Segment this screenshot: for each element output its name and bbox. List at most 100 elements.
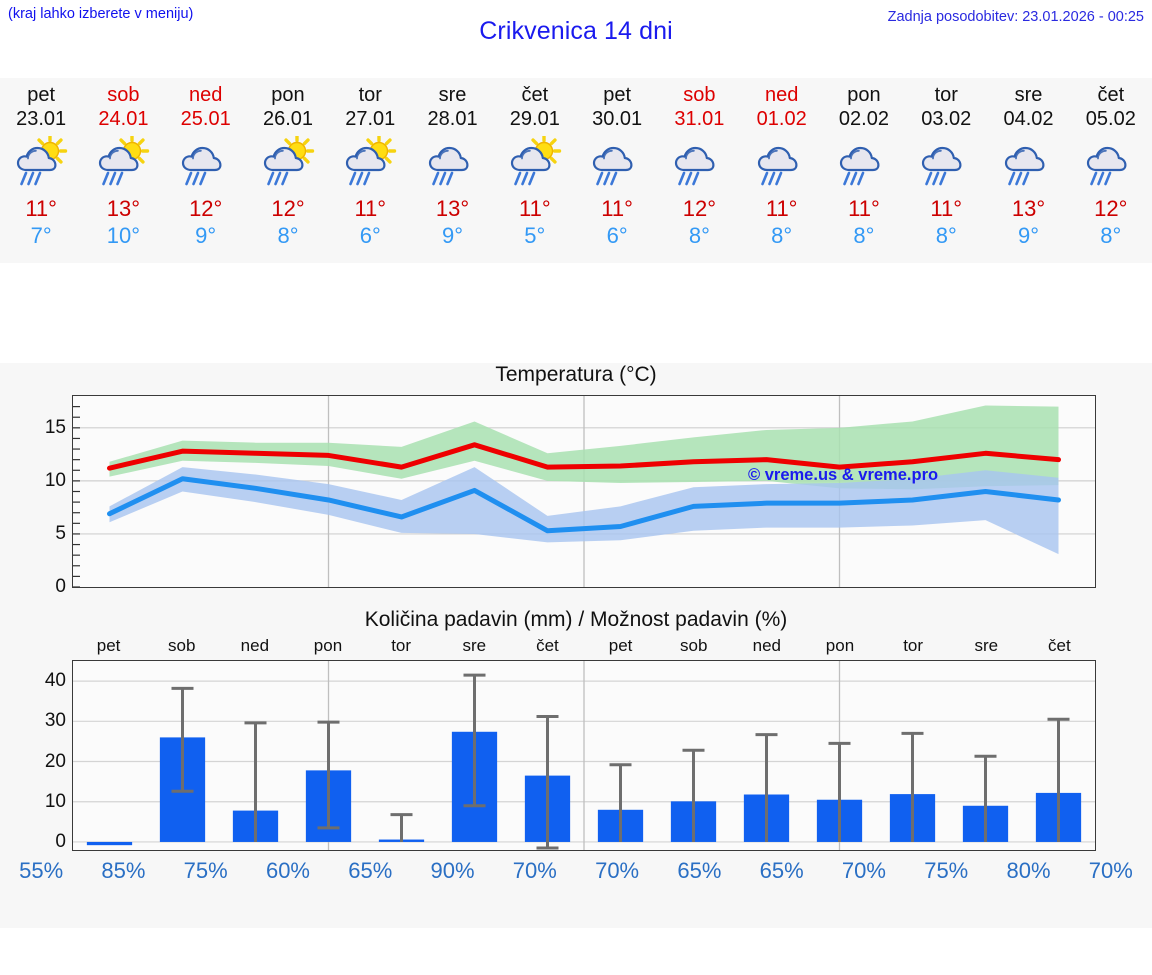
- precip-probability: 65%: [759, 858, 804, 883]
- cloud-rain-icon: [424, 133, 482, 195]
- precip-probability: 90%: [430, 858, 475, 883]
- sun-cloud-rain-icon: [506, 133, 564, 195]
- day-date: 30.01: [592, 108, 643, 130]
- day-date: 27.01: [345, 108, 396, 130]
- precip-probability: 80%: [1006, 858, 1051, 883]
- day-column-9[interactable]: ned 01.02 11° 8°: [741, 78, 823, 263]
- temperature-chart-title: Temperatura (°C): [495, 363, 657, 386]
- day-column-10[interactable]: pon 02.02 11° 8°: [823, 78, 905, 263]
- precip-day-label: čet: [536, 636, 559, 655]
- day-date: 24.01: [98, 108, 149, 130]
- day-name: sob: [683, 84, 716, 106]
- min-temperature: 8°: [853, 223, 875, 248]
- last-update-text: Zadnja posodobitev: 23.01.2026 - 00:25: [887, 9, 1144, 25]
- day-column-12[interactable]: sre 04.02 13° 9°: [987, 78, 1069, 263]
- min-temperature: 5°: [524, 223, 546, 248]
- min-temperature: 6°: [606, 223, 628, 248]
- precip-day-label: čet: [1048, 636, 1071, 655]
- day-date: 04.02: [1003, 108, 1054, 130]
- temperature-y-tick: 15: [44, 416, 66, 438]
- day-column-3[interactable]: pon 26.01 12° 8°: [247, 78, 329, 263]
- precip-probability: 65%: [677, 858, 722, 883]
- min-temperature: 9°: [442, 223, 464, 248]
- max-temperature: 11°: [25, 196, 57, 221]
- min-temperature: 10°: [106, 223, 141, 248]
- max-temperature: 12°: [682, 196, 717, 221]
- min-temperature: 9°: [1017, 223, 1040, 248]
- precip-probability: 60%: [265, 858, 310, 883]
- cloud-rain-icon: [835, 133, 893, 195]
- day-date: 26.01: [262, 108, 314, 130]
- max-temperature: 11°: [765, 196, 798, 221]
- day-date: 01.02: [756, 108, 807, 130]
- precipitation-y-tick: 20: [44, 750, 66, 772]
- precip-day-label: ned: [240, 636, 270, 655]
- cloud-rain-icon: [917, 133, 975, 195]
- temperature-y-tick: 10: [44, 469, 66, 491]
- day-name: ned: [764, 84, 799, 106]
- day-date: 02.02: [838, 108, 889, 130]
- precip-day-label: tor: [391, 636, 412, 655]
- page-title: Crikvenica 14 dni: [479, 17, 673, 45]
- day-column-11[interactable]: tor 03.02 11° 8°: [905, 78, 987, 263]
- precip-probability: 70%: [1088, 858, 1133, 883]
- cloud-rain-icon: [588, 133, 646, 195]
- sun-cloud-rain-icon: [94, 133, 152, 195]
- day-date: 23.01: [16, 108, 67, 130]
- day-column-6[interactable]: čet 29.01 11° 5°: [494, 78, 576, 263]
- precip-day-label: sre: [462, 636, 487, 655]
- day-name: čet: [521, 84, 549, 106]
- day-date: 28.01: [427, 108, 478, 130]
- precip-probability: 55%: [19, 858, 64, 883]
- min-temperature: 8°: [935, 223, 957, 248]
- max-temperature: 11°: [354, 196, 387, 221]
- day-date: 03.02: [921, 108, 972, 130]
- min-temperature: 9°: [195, 223, 217, 248]
- max-temperature: 11°: [519, 196, 551, 221]
- day-name: ned: [189, 84, 223, 106]
- day-column-1[interactable]: sob 24.01 13° 10°: [82, 78, 164, 263]
- min-temperature: 8°: [688, 223, 710, 248]
- day-name: pon: [847, 84, 881, 106]
- day-name: pet: [27, 84, 56, 106]
- day-name: pon: [271, 84, 305, 106]
- precipitation-chart-title: Količina padavin (mm) / Možnost padavin …: [364, 608, 788, 631]
- day-name: tor: [934, 84, 958, 106]
- copyright-watermark: © vreme.us & vreme.pro: [748, 466, 939, 484]
- precipitation-chart-section: Količina padavin (mm) / Možnost padavin …: [0, 608, 1152, 928]
- day-name: čet: [1097, 84, 1125, 106]
- temperature-y-tick: 5: [55, 522, 66, 544]
- max-temperature: 13°: [1011, 196, 1046, 221]
- day-date: 25.01: [180, 108, 231, 130]
- precip-day-label: pet: [96, 636, 121, 655]
- day-column-5[interactable]: sre 28.01 13° 9°: [411, 78, 493, 263]
- day-column-13[interactable]: čet 05.02 12° 8°: [1070, 78, 1152, 263]
- temperature-plot-area: [72, 395, 1096, 588]
- max-temperature: 13°: [435, 196, 470, 221]
- sun-cloud-rain-icon: [341, 133, 399, 195]
- page-header: (kraj lahko izberete v meniju) Crikvenic…: [0, 0, 1152, 78]
- cloud-rain-icon: [177, 133, 235, 195]
- cloud-rain-icon: [753, 133, 811, 195]
- temperature-y-tick: 0: [55, 576, 66, 597]
- precipitation-bar-chart: [73, 661, 1095, 850]
- precipitation-y-tick: 40: [44, 670, 66, 692]
- precip-day-label: ned: [752, 636, 782, 655]
- max-temperature: 12°: [1094, 196, 1128, 221]
- cloud-rain-icon: [1000, 133, 1058, 195]
- day-name: pet: [603, 84, 632, 106]
- sun-cloud-rain-icon: [259, 133, 317, 195]
- temperature-y-axis: 0 5 10 15: [28, 395, 66, 597]
- temperature-chart-section: Temperatura (°C) 0 5 10 15: [0, 363, 1152, 608]
- day-column-8[interactable]: sob 31.01 12° 8°: [658, 78, 740, 263]
- day-column-2[interactable]: ned 25.01 12° 9°: [165, 78, 247, 263]
- day-column-0[interactable]: pet 23.01 11° 7°: [0, 78, 82, 263]
- precip-day-label: sre: [974, 636, 999, 655]
- day-column-7[interactable]: pet 30.01 11° 6°: [576, 78, 658, 263]
- day-name: sre: [1014, 84, 1043, 106]
- min-temperature: 8°: [277, 223, 299, 248]
- precip-day-label: sob: [679, 636, 708, 655]
- day-column-4[interactable]: tor 27.01 11° 6°: [329, 78, 411, 263]
- precip-bar: [86, 841, 133, 846]
- min-temperature: 8°: [1100, 223, 1122, 248]
